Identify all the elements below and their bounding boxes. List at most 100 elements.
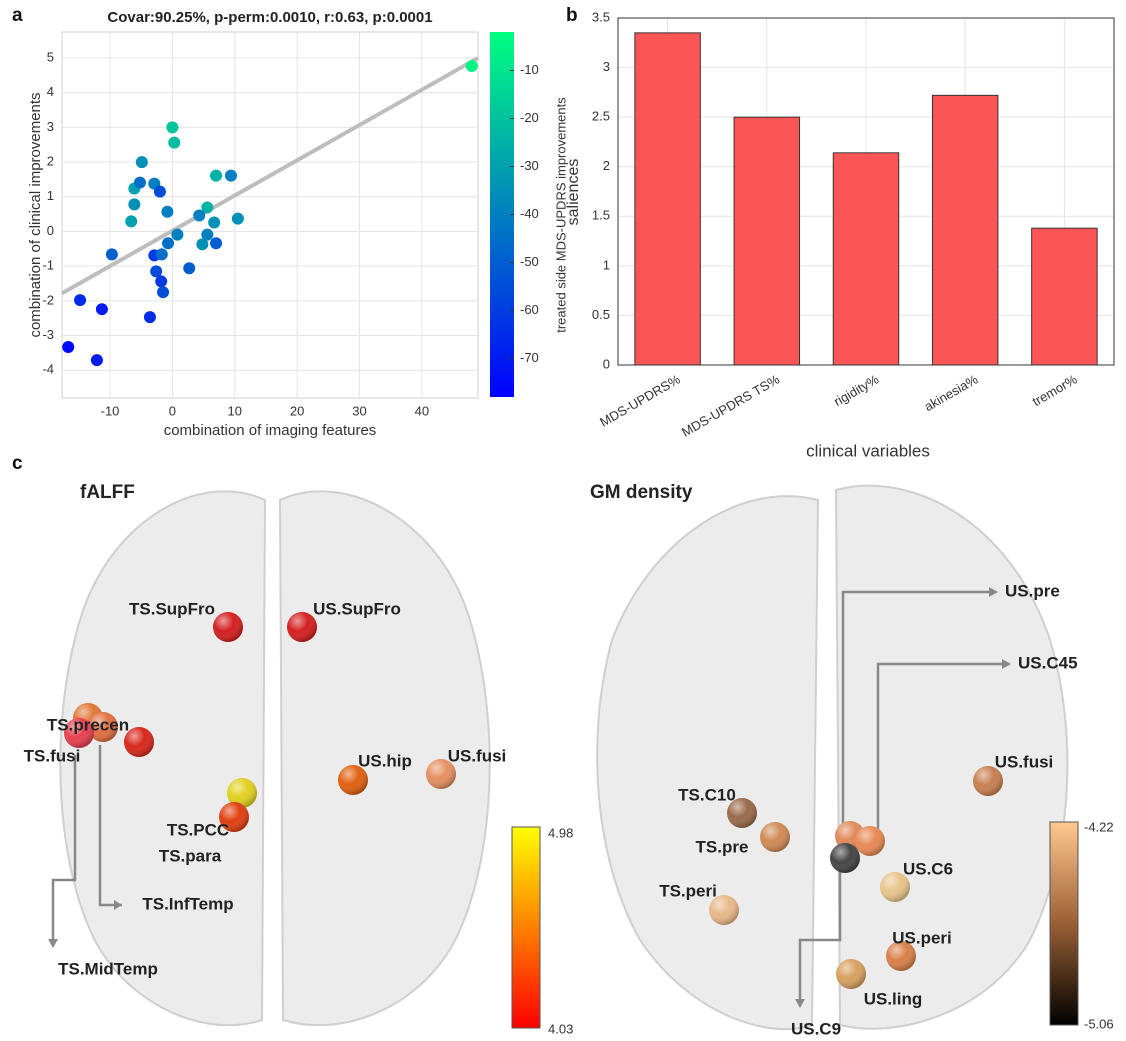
y-tick-label: -2 [42,292,54,307]
region-label: US.SupFro [313,599,401,618]
y-tick-label: 2 [47,154,54,169]
bar [833,153,898,365]
point [106,248,118,260]
point [208,216,220,228]
point [225,170,237,182]
brain-title: fALFF [80,482,135,503]
colorbar-tick-label: -70 [520,350,539,365]
region-label: US.hip [358,751,412,770]
point [466,60,478,72]
y-tick-label: -3 [42,327,54,342]
brain-title: GM density [590,482,693,503]
y-tick-label: 1.5 [592,208,610,223]
region-label: TS.peri [659,881,717,900]
y-tick-label: -4 [42,362,54,377]
brain-left [60,491,489,1025]
region-label: TS.PCC [167,820,229,839]
colorbar-tick-label: -30 [520,158,539,173]
region-label: TS.pre [696,837,749,856]
region-label: US.fusi [448,746,507,765]
region-label: US.pre [1005,581,1060,600]
y-tick-label: 2.5 [592,109,610,124]
x-tick-label: 40 [415,403,429,418]
colorbar-tick-label: -10 [520,62,539,77]
colorbar-tick-label: -40 [520,206,539,221]
x-axis-label: clinical variables [806,441,930,460]
sphere-shine [213,612,243,642]
point [157,286,169,298]
sphere-shine [760,822,790,852]
x-tick-label: 0 [169,403,176,418]
figure: a b c fALFF TS.SupFro US.SupFro TS.prece… [0,0,1126,1041]
x-tick-label: MDS-UPDRS TS% [679,371,782,439]
point [154,186,166,198]
y-tick-label: 4 [47,84,54,99]
x-tick-label: 30 [352,403,366,418]
point [91,354,103,366]
point [136,156,148,168]
point [128,198,140,210]
x-tick-label: -10 [101,403,120,418]
colorbar-label: 4.03 [548,1021,573,1036]
point [74,294,86,306]
region-label: US.peri [892,928,952,947]
region-label: US.fusi [995,752,1054,771]
y-tick-label: 1 [603,257,610,272]
x-tick-label: tremor% [1030,371,1080,409]
region-label: TS.C10 [678,785,736,804]
colorbar-tick-label: -50 [520,254,539,269]
arrow-head [48,939,58,948]
sphere-shine [830,843,860,873]
y-tick-label: 0 [603,356,610,371]
x-tick-label: akinesia% [922,371,981,414]
point [171,229,183,241]
point [196,238,208,250]
point [210,170,222,182]
point [168,137,180,149]
point [210,237,222,249]
y-tick-label: 2 [603,158,610,173]
panel-label: c [12,453,23,474]
colorbar-tick-label: -60 [520,302,539,317]
y-tick-label: 5 [47,49,54,64]
y-tick-label: 3 [603,59,610,74]
y-tick-label: 1 [47,188,54,203]
x-tick-label: MDS-UPDRS% [597,371,683,429]
y-tick-label: 3 [47,119,54,134]
y-tick-label: 0 [47,223,54,238]
region-label: TS.SupFro [129,599,215,618]
y-tick-label: 3.5 [592,9,610,24]
region-label: TS.MidTemp [58,959,158,978]
region-label: US.C45 [1018,653,1078,672]
panel-label: b [566,5,578,26]
panel-label: a [12,5,23,26]
point [232,213,244,225]
region-label: US.C6 [903,859,953,878]
point [166,121,178,133]
region-label: US.ling [864,989,923,1008]
point [162,237,174,249]
colorbar-label: 4.98 [548,825,573,840]
y-axis-label: combination of clinical improvements [27,92,44,337]
brain-panels: fALFF TS.SupFro US.SupFro TS.precen TS.f… [24,482,1114,1038]
x-tick-label: rigidity% [831,371,881,409]
x-tick-label: 10 [228,403,242,418]
chart-title: Covar:90.25%, p-perm:0.0010, r:0.63, p:0… [107,9,432,26]
y-tick-label: -1 [42,258,54,273]
colorbar [512,827,540,1028]
colorbar-label: -5.06 [1084,1016,1114,1031]
sphere-shine [855,826,885,856]
y-tick-label: 0.5 [592,307,610,322]
region-label: US.C9 [791,1019,841,1038]
region-label: TS.fusi [24,746,81,765]
sphere-shine [836,959,866,989]
colorbar-label: -4.22 [1084,819,1114,834]
y-axis-label: saliences [565,159,582,226]
point [183,262,195,274]
x-axis-label: combination of imaging features [164,422,377,439]
point [96,303,108,315]
region-label: TS.para [159,846,222,865]
bar [635,33,700,365]
bar [734,117,799,365]
point [155,275,167,287]
